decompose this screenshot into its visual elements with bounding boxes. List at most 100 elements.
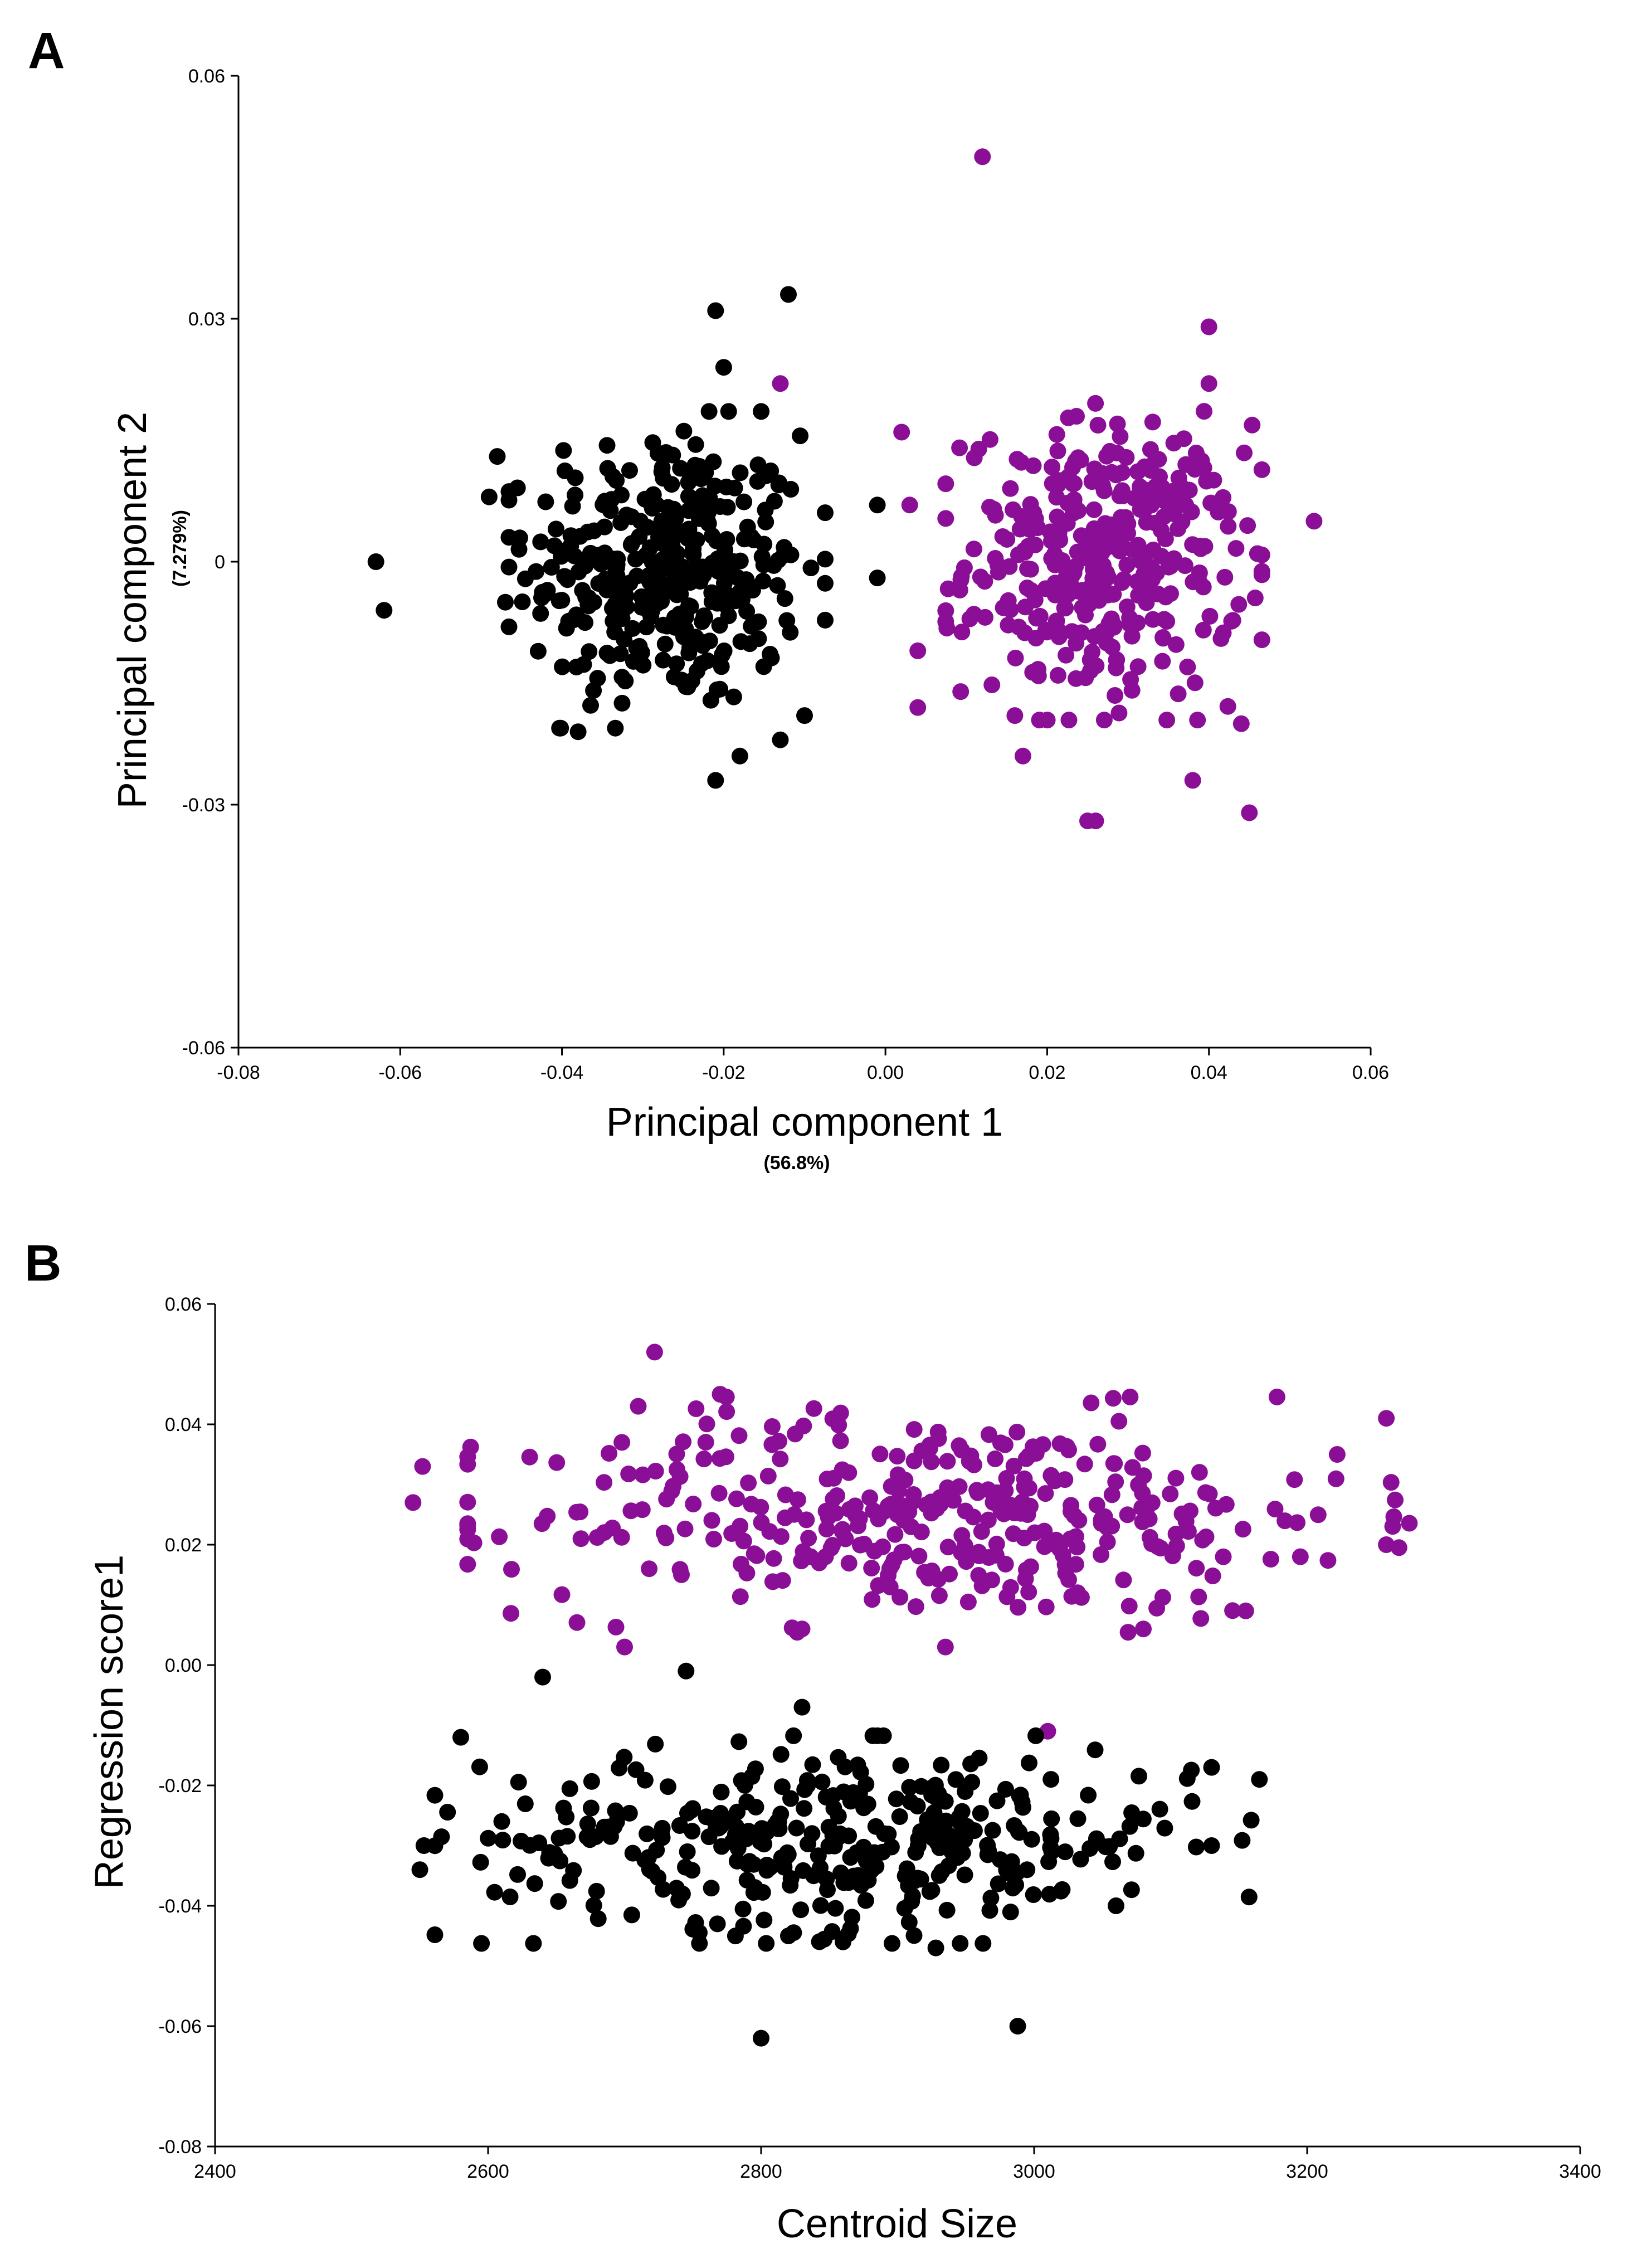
- panel-b-point: [1119, 1624, 1137, 1641]
- panel-b-point: [1207, 1500, 1224, 1517]
- panel-a-point: [668, 655, 685, 673]
- panel-a-point: [640, 603, 657, 620]
- panel-b-point: [1309, 1506, 1327, 1524]
- panel-b-point: [818, 1870, 835, 1887]
- panel-b-point: [509, 1866, 526, 1883]
- panel-a-point: [1131, 546, 1148, 563]
- panel-a-point: [961, 610, 978, 627]
- panel-b-point: [912, 1871, 929, 1888]
- panel-b-point: [1240, 1889, 1258, 1906]
- panel-b-x-tick-label: 2400: [194, 2161, 236, 2182]
- panel-b-point: [1019, 1861, 1036, 1878]
- panel-b-point: [859, 1795, 876, 1813]
- panel-b-point: [745, 1856, 762, 1873]
- panel-a-point: [497, 593, 514, 611]
- panel-b-point: [1036, 1522, 1053, 1540]
- panel-b-point: [1016, 1530, 1033, 1546]
- panel-b-x-tick-label: 3000: [1013, 2161, 1055, 2182]
- panel-b-point: [1151, 1800, 1168, 1818]
- panel-a-point: [1162, 585, 1179, 602]
- panel-b-point: [891, 1589, 909, 1606]
- panel-b-point: [1021, 1754, 1037, 1771]
- panel-b-point: [830, 1749, 847, 1766]
- panel-a: A -0.08 -0.06 -0.04 -0.02 0.00 0.02 0.04 0.06-0…: [28, 22, 1389, 1174]
- panel-b-y-tick-label: -0.02: [159, 1775, 202, 1797]
- panel-b-point: [735, 1917, 752, 1935]
- panel-b-point: [1053, 1882, 1070, 1900]
- panel-b-point: [933, 1756, 950, 1774]
- panel-a-point: [537, 493, 554, 510]
- panel-b-point: [613, 1434, 631, 1451]
- panel-a-point: [1154, 653, 1171, 670]
- panel-a-point: [1109, 415, 1126, 432]
- panel-a-point: [704, 527, 720, 544]
- panel-a-point: [556, 568, 573, 585]
- panel-b-point: [558, 1808, 575, 1826]
- panel-b-point: [675, 1433, 692, 1451]
- panel-a-point: [679, 530, 696, 547]
- panel-b-point: [1243, 1812, 1260, 1829]
- panel-a-point: [1107, 687, 1124, 704]
- panel-a-point: [1305, 513, 1323, 530]
- panel-b-point: [623, 1906, 640, 1924]
- panel-b-point: [756, 1836, 773, 1853]
- panel-b-point: [459, 1515, 476, 1532]
- panel-b-point: [798, 1511, 815, 1529]
- panel-b-point: [921, 1816, 938, 1833]
- panel-a-point: [548, 520, 564, 538]
- panel-b-point: [1097, 1838, 1114, 1856]
- panel-b-point: [1191, 1464, 1208, 1481]
- panel-b-point: [1096, 1508, 1113, 1525]
- panel-b-point: [1042, 1830, 1060, 1847]
- panel-a-point: [683, 562, 700, 579]
- panel-b-point: [892, 1757, 909, 1774]
- panel-b-point: [1042, 1771, 1060, 1788]
- panel-b-point: [1251, 1771, 1268, 1788]
- panel-b-point: [1168, 1537, 1185, 1555]
- panel-a-point: [743, 617, 760, 635]
- panel-b-point: [988, 1792, 1006, 1809]
- panel-b-point: [426, 1787, 444, 1804]
- panel-a-point: [599, 460, 616, 477]
- panel-b-point: [1378, 1536, 1395, 1553]
- panel-a-point: [952, 683, 969, 700]
- panel-a-point: [514, 593, 531, 610]
- panel-b-point: [764, 1573, 781, 1590]
- panel-a-point: [1095, 482, 1113, 499]
- panel-b-point: [1124, 1459, 1141, 1476]
- panel-b-point: [691, 1935, 708, 1952]
- panel-a-point: [901, 497, 918, 514]
- panel-b-point: [678, 1662, 695, 1680]
- panel-b-point: [433, 1828, 450, 1846]
- panel-a-point: [574, 582, 591, 599]
- panel-b-point: [620, 1466, 637, 1482]
- panel-a-point: [621, 462, 638, 479]
- panel-b-point: [710, 1485, 728, 1502]
- panel-b-point: [820, 1508, 837, 1526]
- panel-b-point: [886, 1526, 904, 1543]
- panel-b-point: [1156, 1819, 1173, 1837]
- panel-b-point: [901, 1779, 918, 1796]
- panel-b-point: [900, 1871, 917, 1889]
- panel-b-point: [805, 1867, 822, 1884]
- panel-b-point: [947, 1771, 964, 1788]
- panel-b-point: [522, 1837, 538, 1854]
- panel-b-point: [636, 1771, 654, 1789]
- panel-b-point: [713, 1783, 730, 1800]
- panel-b-point: [867, 1818, 884, 1835]
- panel-b-label: B: [25, 1235, 61, 1292]
- panel-b-point: [772, 1746, 790, 1763]
- panel-b-point: [871, 1446, 889, 1463]
- panel-b-point: [832, 1404, 849, 1422]
- panel-b-point: [414, 1458, 431, 1475]
- panel-a-point: [1200, 375, 1217, 392]
- panel-b-point: [997, 1780, 1014, 1798]
- panel-b-y-tick-label: -0.08: [159, 2136, 202, 2158]
- panel-b-point: [572, 1530, 589, 1547]
- panel-b-point: [1104, 1853, 1121, 1870]
- panel-a-point: [1165, 550, 1182, 567]
- panel-b-point: [1234, 1521, 1251, 1538]
- panel-a-point: [1149, 586, 1167, 602]
- panel-b-point: [1188, 1560, 1205, 1577]
- panel-a-point: [1220, 503, 1237, 520]
